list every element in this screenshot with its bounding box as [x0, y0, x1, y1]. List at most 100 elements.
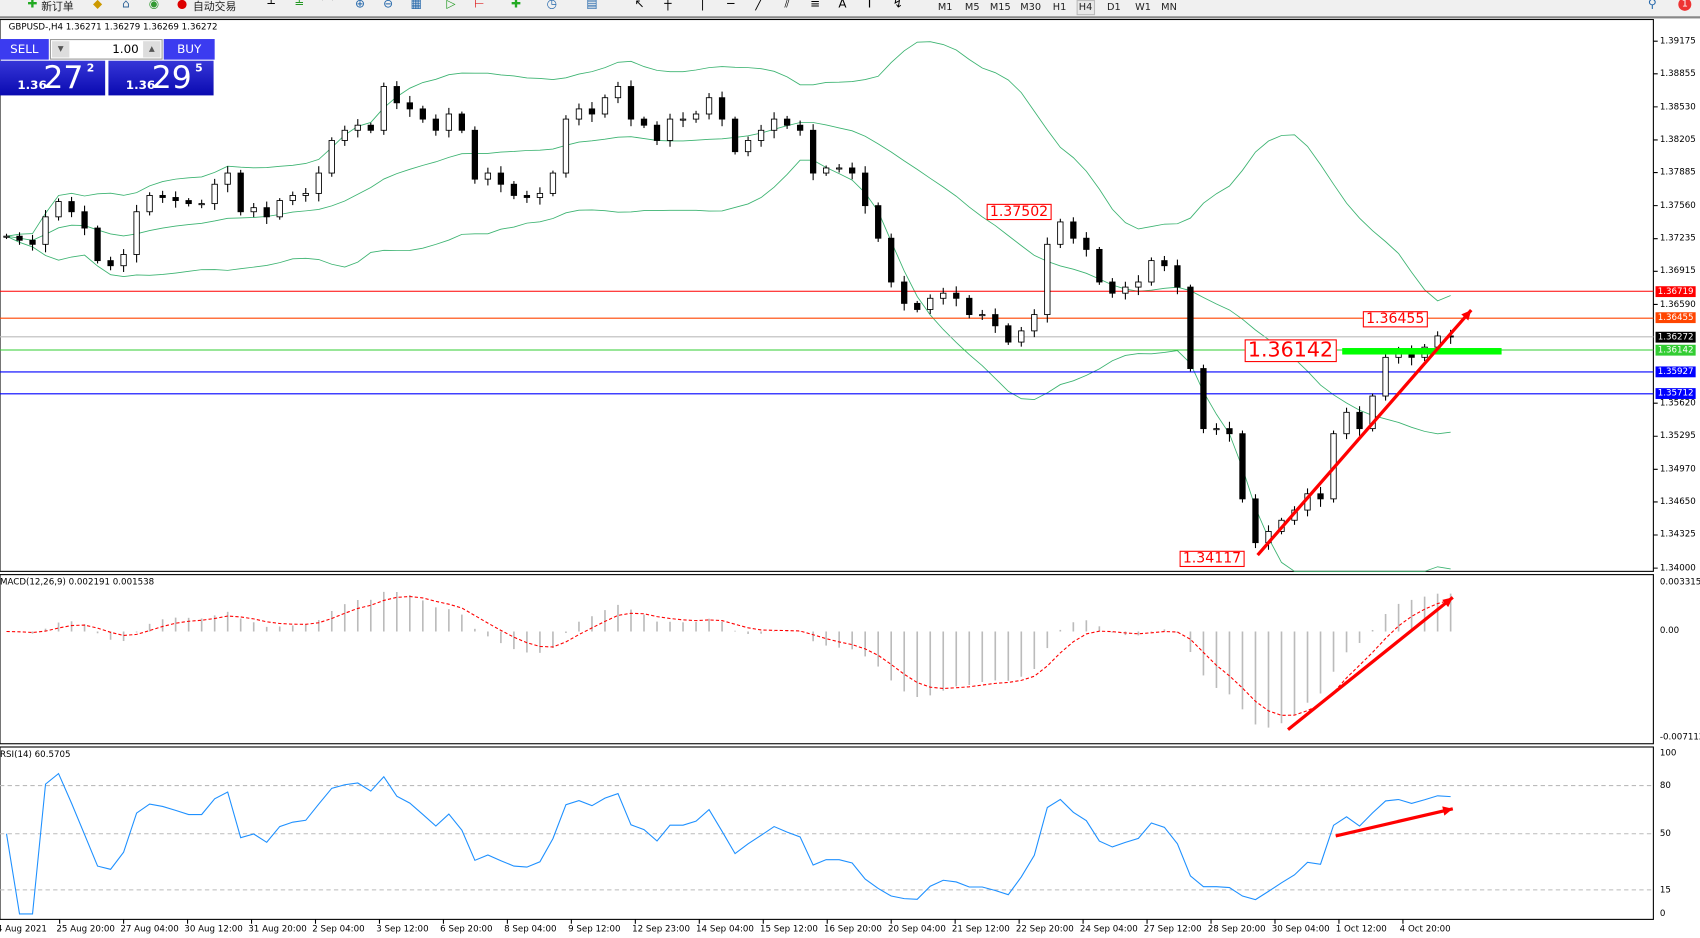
- candle: [1070, 217, 1077, 244]
- price-axis-label: 1.34970: [1659, 463, 1696, 474]
- candle: [1174, 259, 1181, 295]
- zoom-out-icon[interactable]: ⊖: [383, 0, 394, 11]
- indicators-icon[interactable]: ✚: [511, 0, 522, 11]
- line-chart-icon[interactable]: ⌒: [321, 0, 334, 11]
- price-tag: 1.35712: [1655, 388, 1696, 400]
- text-label-icon[interactable]: T: [865, 0, 874, 11]
- time-axis-label: 14 Sep 04:00: [696, 923, 754, 934]
- candle: [484, 167, 492, 186]
- templates-icon[interactable]: ▤: [586, 0, 598, 11]
- candle-body: [666, 118, 674, 141]
- time-axis-label: 27 Sep 12:00: [1143, 923, 1202, 934]
- fibonacci-icon[interactable]: ≡: [810, 0, 821, 11]
- signals-icon[interactable]: ◉: [148, 0, 160, 11]
- zoom-in-icon[interactable]: ⊕: [354, 0, 365, 11]
- candle-body: [315, 172, 322, 194]
- price-axis-label: 1.35295: [1659, 430, 1696, 441]
- bollinger-lower: [6, 159, 1451, 572]
- label-high: 1.37502: [986, 203, 1052, 221]
- candle: [263, 201, 270, 224]
- candle: [120, 249, 127, 272]
- candle-body: [250, 207, 257, 213]
- macd-label: MACD(12,26,9) 0.002191 0.001538: [0, 576, 155, 587]
- notifications-badge[interactable]: 1: [1678, 0, 1692, 11]
- market-watch-icon[interactable]: ◆: [92, 0, 103, 11]
- candle: [640, 116, 648, 129]
- candle: [289, 191, 296, 206]
- bar-chart-icon[interactable]: ┴: [267, 0, 275, 11]
- candle-body: [1369, 395, 1376, 430]
- candle: [1161, 255, 1168, 272]
- candle-body: [185, 200, 192, 205]
- trend-arrow-rsi-head: [1442, 806, 1453, 816]
- price-axis-label: 1.36590: [1659, 298, 1696, 309]
- candle: [380, 82, 387, 135]
- candle-body: [966, 297, 973, 316]
- text-icon[interactable]: A: [838, 0, 847, 11]
- navigator-icon[interactable]: ⌂: [121, 0, 130, 11]
- lot-increase-button[interactable]: ▲: [143, 41, 161, 58]
- label-recent-high: 1.36455: [1362, 311, 1428, 328]
- timeframe-m30[interactable]: M30: [1020, 2, 1042, 14]
- candle-body: [16, 235, 23, 241]
- sell-price[interactable]: 1.36 27 2: [0, 58, 106, 96]
- candle-body: [289, 195, 296, 201]
- tile-windows-icon[interactable]: ▦: [410, 0, 422, 11]
- lot-decrease-button[interactable]: ▼: [52, 41, 70, 58]
- candle: [432, 114, 439, 136]
- support-zone-bar: [1342, 348, 1502, 355]
- candle: [1252, 494, 1259, 549]
- price-tag: 1.36455: [1655, 312, 1696, 324]
- candle: [250, 203, 257, 218]
- timeframe-d1[interactable]: D1: [1106, 2, 1121, 14]
- arrows-icon[interactable]: ↯: [892, 0, 903, 11]
- new-order-icon[interactable]: ✚: [27, 0, 38, 11]
- crosshair-icon[interactable]: ┼: [664, 0, 672, 11]
- candle: [510, 181, 518, 200]
- time-axis-label: 15 Sep 12:00: [760, 923, 818, 934]
- timeframe-h1[interactable]: H1: [1052, 2, 1067, 14]
- sell-price-big: 27: [43, 58, 84, 96]
- candle: [1226, 421, 1233, 442]
- candle: [55, 198, 62, 221]
- price-axis-label: 1.38205: [1659, 134, 1696, 145]
- candle: [901, 275, 908, 311]
- auto-trading-button[interactable]: 自动交易: [192, 1, 237, 14]
- buy-button[interactable]: BUY: [163, 39, 215, 60]
- toolbar: ✚ 新订单 ◆ ⌂ ◉ ● 自动交易 ┴ ╧ ⌒ ⊕ ⊖ ▦ ▷ ⊢ ✚ ◷ ▤…: [0, 0, 1700, 19]
- buy-price[interactable]: 1.36 29 5: [108, 59, 214, 96]
- candle-body: [744, 140, 752, 153]
- timeframe-m15[interactable]: M15: [989, 2, 1011, 14]
- price-tag: 1.36272: [1655, 331, 1696, 343]
- periods-icon[interactable]: ◷: [546, 0, 558, 11]
- cursor-icon[interactable]: ↖: [634, 0, 645, 11]
- lot-size-input[interactable]: [71, 41, 139, 58]
- new-order-button[interactable]: 新订单: [41, 1, 74, 14]
- timeframe-w1[interactable]: W1: [1135, 2, 1151, 14]
- timeframe-h4[interactable]: H4: [1076, 0, 1095, 16]
- auto-trading-icon[interactable]: ●: [176, 0, 188, 11]
- candlestick-icon[interactable]: ╧: [295, 0, 303, 11]
- timeframe-mn[interactable]: MN: [1161, 2, 1177, 14]
- rsi-axis-label: 0: [1659, 908, 1666, 919]
- candle-body: [875, 205, 882, 239]
- candle-body: [380, 86, 387, 131]
- label-level: 1.36142: [1244, 339, 1337, 363]
- candle-body: [29, 239, 36, 245]
- vertical-line-icon[interactable]: │: [698, 0, 707, 11]
- candle: [94, 225, 101, 264]
- time-axis-label: 24 Sep 04:00: [1079, 923, 1138, 934]
- candle: [718, 91, 726, 127]
- trend-arrow-rsi: [1335, 807, 1454, 838]
- timeframe-m5[interactable]: M5: [964, 2, 980, 14]
- horizontal-line-icon[interactable]: ─: [727, 0, 735, 11]
- channel-icon[interactable]: ⫽: [784, 0, 790, 11]
- search-icon[interactable]: ⚲: [1647, 0, 1657, 11]
- sell-button[interactable]: SELL: [0, 39, 49, 60]
- timeframe-m1[interactable]: M1: [937, 2, 953, 14]
- autoscroll-icon[interactable]: ▷: [446, 0, 456, 11]
- trendline-icon[interactable]: ╱: [755, 0, 763, 11]
- chart-shift-icon[interactable]: ⊢: [474, 0, 485, 11]
- candle-body: [367, 124, 374, 131]
